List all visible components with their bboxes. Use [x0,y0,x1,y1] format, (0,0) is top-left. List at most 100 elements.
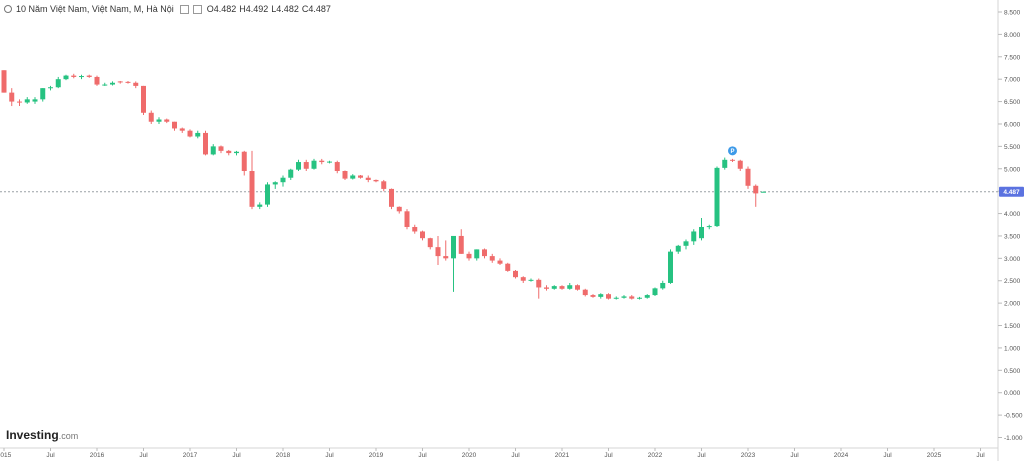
candle-body [404,211,410,227]
candle [582,288,588,297]
price-tick-label: 3.000 [1004,256,1021,263]
candle-body [327,161,332,163]
candle-body [79,76,84,78]
time-tick-label: 2025 [927,452,942,459]
candle [528,278,534,282]
candle-body [117,81,123,83]
candle [474,249,480,261]
candle-body [443,256,449,259]
time-tick-label: Jul [511,452,520,459]
candle [55,76,61,89]
candle [141,85,146,116]
candle-body [280,177,286,183]
candle [195,130,201,139]
candle-body [458,235,464,254]
logo-domain: .com [58,431,79,441]
candle-body [412,226,418,232]
candle [730,158,735,163]
price-tick-label: 6.000 [1004,121,1021,128]
candle-body [234,151,239,154]
candle-body [544,287,549,289]
candle [637,296,642,300]
price-tick-label: 6.500 [1004,99,1021,106]
candle-body [714,167,720,227]
candle [241,150,247,176]
price-tick-label: 8.500 [1004,10,1021,17]
candle [606,293,611,300]
time-tick-label: 2017 [183,452,198,459]
candle [458,229,464,254]
candle [451,235,456,292]
candle-body [637,297,642,299]
candle [311,158,317,170]
legend-close-icon[interactable] [192,4,202,14]
marker-glyph: P [730,149,734,155]
candle-body [257,204,263,207]
candle [172,121,177,131]
candle-body [451,235,456,259]
candle [9,88,15,107]
price-tick-label: 7.500 [1004,54,1021,61]
candle [745,166,751,189]
candle-body [482,249,487,257]
candle-body [683,241,689,246]
candle [412,224,418,234]
candle-body [102,84,108,86]
candle-body [629,296,635,299]
price-tick-label: -0.500 [1004,413,1023,420]
investing-logo[interactable]: Investing.com [6,428,78,442]
candle-body [675,245,681,252]
candle-body [575,285,580,290]
candle-body [48,87,53,89]
candle [350,174,356,180]
candle [218,145,224,154]
time-axis[interactable]: 2015 Jul 2016 Jul 2017 Jul 2018 Jul 2019 Jul 2020 J… [0,448,985,459]
time-tick-label: 2019 [369,452,384,459]
candle [443,240,449,261]
candle [683,239,689,250]
candle-body [652,288,658,296]
candle [48,85,53,91]
candle [94,75,100,86]
candle-body [86,75,92,77]
price-tick-label: 0.000 [1004,390,1021,397]
price-tick-label: -1.000 [1004,435,1023,442]
candle [203,130,208,156]
candle [187,129,193,138]
candle-body [621,296,627,298]
candle-body [582,289,588,296]
candle-body [1,70,7,93]
price-tick-label: 0.500 [1004,368,1021,375]
candle [466,251,472,261]
candle [505,262,511,272]
time-tick-label: 2023 [741,452,756,459]
candle [644,294,650,299]
candle [156,117,162,124]
candle [714,166,720,227]
time-tick-label: 2024 [834,452,849,459]
time-tick-label: Jul [418,452,427,459]
candle-body [55,79,61,88]
candle [675,244,681,254]
time-tick-label: 2020 [462,452,477,459]
candle [567,282,573,290]
candle [32,97,38,104]
legend-visibility-icon[interactable] [4,5,12,13]
candle-body [559,286,565,289]
candle-body [288,169,294,178]
candle [668,249,673,284]
candle-body [71,75,77,77]
candle-body [699,226,704,239]
price-axis[interactable]: 8.500 8.000 7.500 7.000 6.500 6.000 5.500 5.000… [998,10,1023,443]
candle-body [350,175,356,179]
candle-body [753,185,759,194]
legend-settings-icon[interactable] [179,4,189,14]
event-marker-icon[interactable]: P [728,146,737,156]
candle [753,184,759,207]
candle-body [148,112,154,122]
candle [303,159,309,172]
legend-open: O4.482 [206,4,237,14]
candle-body [164,119,170,122]
candle [420,230,425,241]
